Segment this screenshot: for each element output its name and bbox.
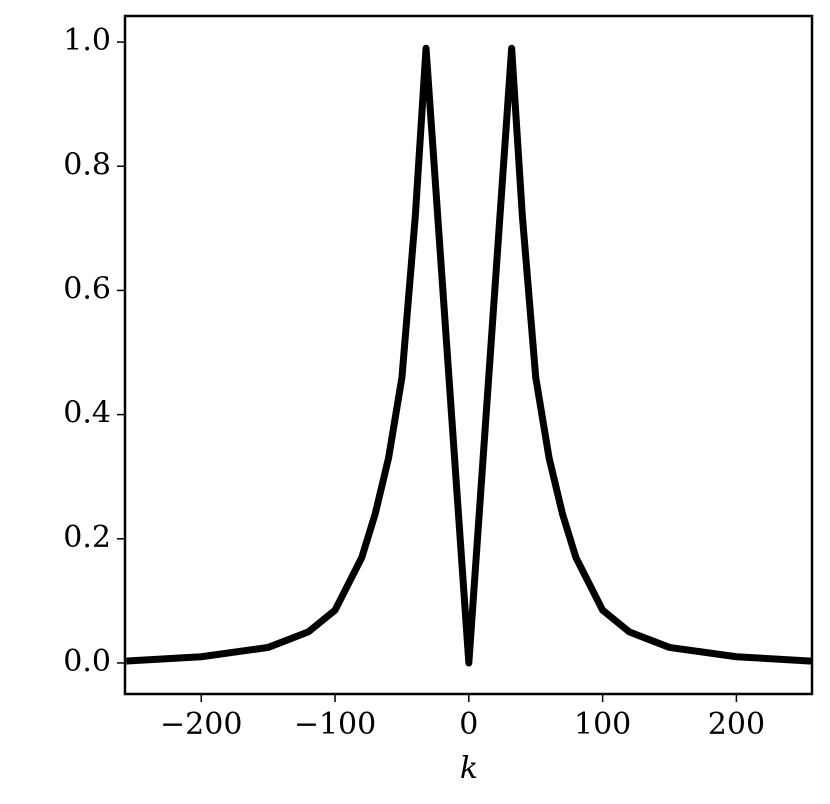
y-tick-label: 0.2 (63, 520, 111, 555)
y-tick-label: 0.6 (63, 271, 111, 306)
y-tick-label: 0.4 (63, 396, 111, 431)
plot-frame (123, 14, 814, 696)
x-axis-label: k (460, 751, 478, 786)
x-tick-label: −100 (294, 707, 376, 742)
x-tick-label: 0 (459, 707, 478, 742)
y-tick-label: 1.0 (63, 23, 111, 58)
line (126, 44, 812, 667)
y-tick-label: 0.0 (63, 644, 111, 679)
x-tick-label: −200 (160, 707, 242, 742)
y-tick-label: 0.8 (63, 147, 111, 182)
x-tick-label: 100 (574, 707, 631, 742)
x-tick-label: 200 (708, 707, 765, 742)
